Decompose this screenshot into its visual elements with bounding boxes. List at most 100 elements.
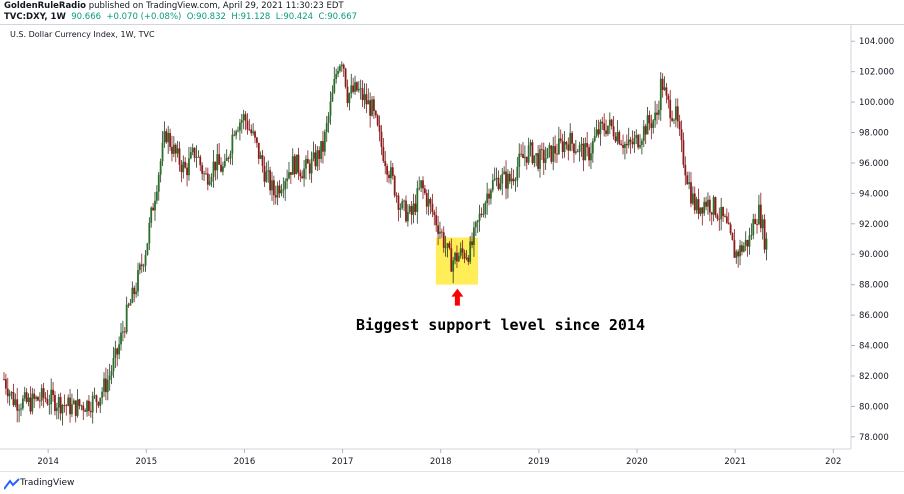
time-axis[interactable]: 2014 2015 2016 2017 2018 2019 2020 2021 202 xyxy=(37,449,841,467)
candle-body xyxy=(220,164,222,172)
y-tick-label: 94.000 xyxy=(859,189,889,199)
candle-body xyxy=(569,132,572,151)
candle-body xyxy=(146,243,149,255)
price-chart[interactable]: U.S. Dollar Currency Index, 1W, TVC 78.0… xyxy=(0,24,904,472)
candle-body xyxy=(176,148,179,154)
candle-body xyxy=(567,144,570,151)
candle-body xyxy=(233,134,236,136)
candle-body xyxy=(563,142,566,153)
candle-body xyxy=(759,204,762,229)
candle-body xyxy=(214,161,217,171)
candle-body xyxy=(199,156,202,166)
close-value: C:90.667 xyxy=(318,12,358,22)
candle-body xyxy=(180,164,183,173)
x-tick-label: 202 xyxy=(825,457,841,467)
candle-body xyxy=(729,224,732,234)
y-tick-label: 88.000 xyxy=(859,281,889,291)
candle-body xyxy=(314,152,317,167)
candle-body xyxy=(152,207,154,211)
candle-body xyxy=(391,167,394,177)
candle-body xyxy=(312,152,315,159)
candle-body xyxy=(227,157,230,159)
candle-body xyxy=(365,94,368,105)
candles-layer xyxy=(3,61,768,426)
candle-body xyxy=(154,200,156,211)
candle-body xyxy=(210,176,213,182)
y-tick-label: 82.000 xyxy=(859,372,889,382)
candle-body xyxy=(514,180,517,182)
candle-body xyxy=(316,150,319,167)
candle-body xyxy=(265,171,268,182)
candle-body xyxy=(308,163,311,174)
candle-body xyxy=(286,178,288,182)
candle-body xyxy=(380,131,383,147)
candle-body xyxy=(478,213,481,221)
candle-body xyxy=(540,149,543,150)
candle-body xyxy=(250,129,253,134)
candle-body xyxy=(99,397,102,406)
candle-body xyxy=(378,125,381,132)
candle-body xyxy=(737,251,740,257)
candle-body xyxy=(305,158,307,169)
candle-body xyxy=(346,86,349,104)
published-text: published on TradingView.com, April 29, … xyxy=(88,1,344,11)
y-tick-label: 102.000 xyxy=(859,68,894,78)
candle-body xyxy=(557,138,560,154)
candle-body xyxy=(108,375,111,380)
price-axis[interactable]: 78.000 80.000 82.000 84.000 86.000 88.000 90.0… xyxy=(851,37,894,443)
candle-body xyxy=(408,206,411,212)
candle-body xyxy=(89,410,92,413)
x-tick-label: 2018 xyxy=(430,457,452,467)
candle-body xyxy=(54,395,56,412)
candle-body xyxy=(650,123,653,128)
candle-body xyxy=(150,207,153,223)
quote-line: TVC:DXY, 1W 90.666 +0.070 (+0.08%) O:90.… xyxy=(4,12,357,22)
candle-body xyxy=(322,141,324,152)
candle-body xyxy=(586,143,589,148)
candle-body xyxy=(289,172,292,175)
publish-line: GoldenRuleRadio published on TradingView… xyxy=(4,1,344,11)
candle-body xyxy=(556,153,558,155)
candle-body xyxy=(216,154,219,171)
candle-body xyxy=(188,158,190,176)
candle-body xyxy=(476,220,479,223)
last-price: 90.666 xyxy=(71,12,102,22)
candle-body xyxy=(61,404,64,414)
candle-body xyxy=(218,154,221,165)
candle-body xyxy=(412,203,415,215)
candle-body xyxy=(522,154,524,159)
candle-body xyxy=(720,206,723,220)
candle-body xyxy=(12,392,15,406)
candle-body xyxy=(710,212,713,215)
y-tick-label: 96.000 xyxy=(859,159,889,169)
author-name[interactable]: GoldenRuleRadio xyxy=(4,1,87,11)
candle-body xyxy=(69,397,71,415)
candle-body xyxy=(206,173,209,185)
candle-body xyxy=(382,146,385,162)
candle-body xyxy=(512,178,515,182)
candle-body xyxy=(121,331,124,333)
candle-body xyxy=(339,66,341,71)
candle-body xyxy=(523,156,526,159)
candle-body xyxy=(127,304,130,306)
candle-body xyxy=(712,197,715,215)
candle-body xyxy=(44,397,47,400)
candle-body xyxy=(739,245,741,257)
candle-body xyxy=(120,332,122,345)
candle-body xyxy=(350,85,353,94)
candle-body xyxy=(399,208,402,210)
y-tick-label: 92.000 xyxy=(859,220,889,230)
candle-body xyxy=(191,147,194,153)
candle-body xyxy=(765,238,768,250)
candle-body xyxy=(580,143,583,146)
y-tick-label: 84.000 xyxy=(859,342,889,352)
candle-body xyxy=(525,156,528,163)
candle-body xyxy=(50,389,53,405)
tradingview-logo-icon[interactable] xyxy=(4,478,20,490)
tradingview-brand[interactable]: TradingView xyxy=(20,478,75,488)
candle-body xyxy=(172,144,175,154)
candle-body xyxy=(618,132,621,144)
candle-body xyxy=(733,240,736,258)
candle-body xyxy=(674,106,677,120)
candle-body xyxy=(91,395,94,413)
